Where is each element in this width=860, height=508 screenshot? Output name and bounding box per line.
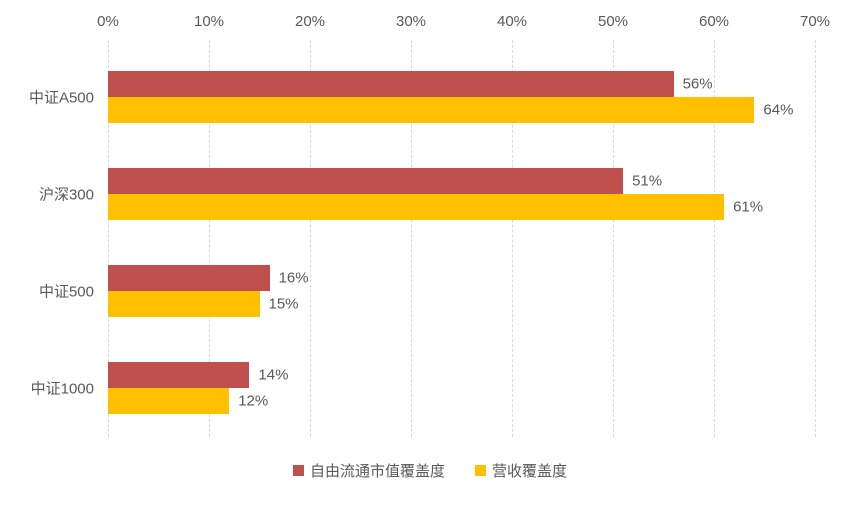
x-tick-label: 70%	[799, 13, 831, 30]
bar-value-label: 14%	[258, 366, 289, 384]
category-row: 中证500 16% 15%	[39, 243, 815, 340]
gridline	[108, 40, 109, 437]
gridline	[310, 40, 311, 437]
x-tick-label: 0%	[97, 13, 119, 30]
bar-value-label: 56%	[682, 75, 713, 93]
legend-swatch-icon	[292, 465, 304, 476]
bar-value-label: 64%	[763, 101, 794, 119]
x-tick-label: 10%	[193, 13, 225, 30]
x-tick-label: 40%	[496, 13, 528, 30]
category-label: 沪深300	[38, 186, 94, 204]
bar-series-1: 16%	[108, 265, 309, 292]
gridline	[209, 40, 210, 437]
bar-series-1: 51%	[108, 167, 662, 194]
legend-swatch-icon	[475, 465, 486, 476]
category-label: 中证500	[38, 283, 94, 301]
legend-item-1: 自由流通市值覆盖度	[292, 460, 445, 481]
bar-value-label: 15%	[268, 295, 299, 313]
category-row: 中证A500 56% 64%	[29, 48, 815, 145]
gridline	[714, 40, 715, 437]
bar-value-label: 16%	[278, 269, 309, 287]
gridline	[815, 40, 816, 437]
bar-rows: 中证A500 56% 64% 沪深300 51% 61% 中证500 16% 15% 中证1000…	[29, 48, 815, 437]
bar-series-1: 14%	[108, 362, 288, 389]
bar-series-1: 56%	[108, 70, 713, 97]
x-tick-label: 20%	[294, 13, 326, 30]
category-label: 中证A500	[28, 89, 94, 107]
gridline	[411, 40, 412, 437]
legend-label: 营收覆盖度	[492, 463, 568, 480]
legend-label: 自由流通市值覆盖度	[309, 463, 445, 480]
x-tick-label: 30%	[395, 13, 427, 30]
x-axis: 0% 10% 20% 30% 40% 50% 60% 70%	[97, 13, 830, 33]
bar-series-2: 15%	[108, 291, 299, 318]
category-row: 沪深300 51% 61%	[39, 145, 815, 242]
plot-area: 中证A500 56% 64% 沪深300 51% 61% 中证500 16% 15% 中证1000…	[29, 40, 816, 437]
x-tick-label: 50%	[597, 13, 629, 30]
bar-value-label: 51%	[632, 172, 663, 190]
category-label: 中证1000	[30, 380, 94, 398]
legend-item-2: 营收覆盖度	[475, 460, 567, 481]
bar-series-2: 61%	[108, 193, 763, 220]
bar-series-2: 12%	[108, 388, 268, 415]
bar-value-label: 12%	[238, 392, 269, 410]
bar-series-2: 64%	[108, 96, 793, 123]
x-tick-label: 60%	[698, 13, 730, 30]
bar-value-label: 61%	[733, 198, 764, 216]
category-row: 中证1000 14% 12%	[31, 340, 815, 437]
gridline	[512, 40, 513, 437]
gridline	[613, 40, 614, 437]
legend: 自由流通市值覆盖度 营收覆盖度	[0, 460, 860, 481]
